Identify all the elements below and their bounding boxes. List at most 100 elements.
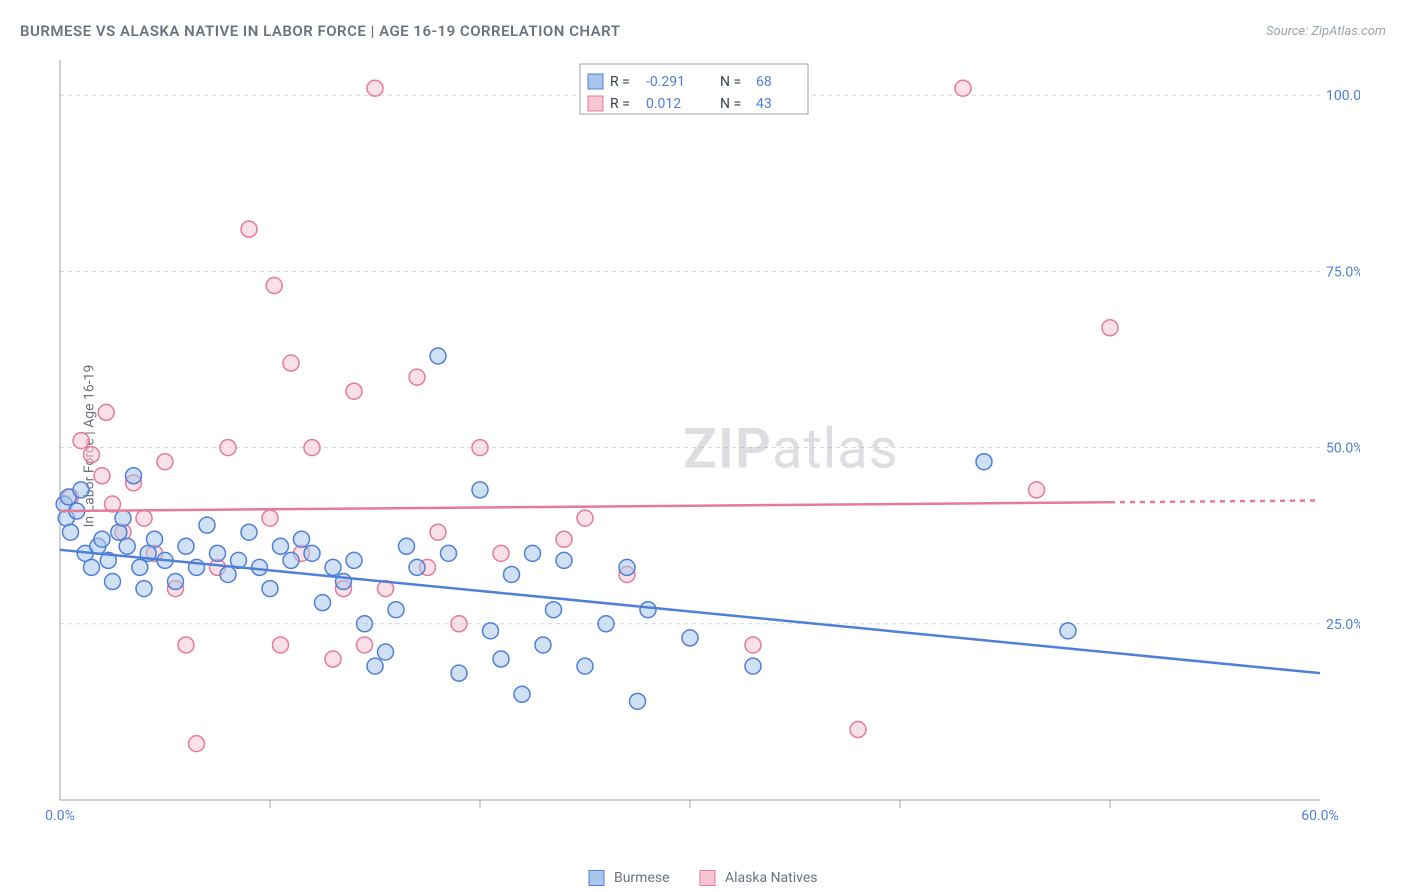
point-burmese (976, 454, 992, 470)
point-burmese (73, 482, 89, 498)
point-burmese (745, 658, 761, 674)
legend-n-label: N = (720, 74, 741, 90)
point-alaska (266, 278, 282, 294)
point-burmese (147, 531, 163, 547)
point-burmese (409, 559, 425, 575)
point-burmese (441, 545, 457, 561)
point-burmese (210, 545, 226, 561)
point-burmese (546, 602, 562, 618)
chart-source: Source: ZipAtlas.com (1266, 24, 1386, 39)
point-burmese (640, 602, 656, 618)
point-alaska (220, 440, 236, 456)
point-burmese (136, 581, 152, 597)
point-alaska (304, 440, 320, 456)
point-burmese (367, 658, 383, 674)
legend-r-value: 0.012 (646, 96, 681, 112)
point-burmese (304, 545, 320, 561)
point-burmese (220, 566, 236, 582)
point-burmese (556, 552, 572, 568)
point-burmese (525, 545, 541, 561)
legend-item-burmese: Burmese (588, 870, 669, 886)
point-alaska (283, 355, 299, 371)
legend-label-alaska: Alaska Natives (725, 870, 818, 886)
trend-burmese (60, 550, 1320, 673)
point-burmese (346, 552, 362, 568)
point-alaska (262, 510, 278, 526)
point-burmese (126, 468, 142, 484)
point-burmese (132, 559, 148, 575)
point-burmese (273, 538, 289, 554)
point-alaska (325, 651, 341, 667)
legend-swatch (588, 96, 603, 111)
point-alaska (1102, 320, 1118, 336)
legend-swatch-alaska (700, 870, 716, 886)
legend-n-label: N = (720, 96, 741, 112)
point-burmese (598, 616, 614, 632)
chart-title: BURMESE VS ALASKA NATIVE IN LABOR FORCE … (20, 22, 620, 40)
point-burmese (294, 531, 310, 547)
point-burmese (483, 623, 499, 639)
point-burmese (94, 531, 110, 547)
point-alaska (1029, 482, 1045, 498)
y-tick-label: 25.0% (1326, 617, 1360, 633)
point-alaska (189, 736, 205, 752)
point-burmese (1060, 623, 1076, 639)
watermark: ZIPatlas (683, 416, 899, 482)
point-burmese (325, 559, 341, 575)
point-burmese (119, 538, 135, 554)
point-burmese (105, 574, 121, 590)
point-alaska (94, 468, 110, 484)
point-alaska (157, 454, 173, 470)
point-alaska (84, 447, 100, 463)
point-burmese (577, 658, 593, 674)
point-burmese (493, 651, 509, 667)
scatter-chart: 25.0%50.0%75.0%100.0%0.0%60.0%ZIPatlasR … (40, 60, 1360, 820)
point-burmese (399, 538, 415, 554)
trend-alaska-dashed (1110, 500, 1320, 502)
point-alaska (556, 531, 572, 547)
x-tick-label-start: 0.0% (45, 808, 75, 820)
point-alaska (178, 637, 194, 653)
point-burmese (199, 517, 215, 533)
point-burmese (535, 637, 551, 653)
point-alaska (850, 722, 866, 738)
point-burmese (283, 552, 299, 568)
point-burmese (262, 581, 278, 597)
point-alaska (241, 221, 257, 237)
point-burmese (84, 559, 100, 575)
point-burmese (682, 630, 698, 646)
point-burmese (514, 686, 530, 702)
point-burmese (504, 566, 520, 582)
point-alaska (409, 369, 425, 385)
point-alaska (493, 545, 509, 561)
legend-n-value: 43 (756, 96, 772, 112)
point-burmese (472, 482, 488, 498)
point-burmese (357, 616, 373, 632)
scatter-svg: 25.0%50.0%75.0%100.0%0.0%60.0%ZIPatlasR … (40, 60, 1360, 820)
point-burmese (241, 524, 257, 540)
legend-r-label: R = (610, 74, 630, 90)
point-burmese (378, 644, 394, 660)
point-burmese (252, 559, 268, 575)
point-alaska (136, 510, 152, 526)
y-tick-label: 50.0% (1326, 441, 1360, 457)
point-alaska (955, 80, 971, 96)
legend-item-alaska: Alaska Natives (700, 870, 818, 886)
chart-header: BURMESE VS ALASKA NATIVE IN LABOR FORCE … (0, 0, 1406, 48)
point-burmese (388, 602, 404, 618)
legend-swatch-burmese (588, 870, 604, 886)
point-burmese (619, 559, 635, 575)
bottom-legend: Burmese Alaska Natives (588, 870, 817, 886)
point-burmese (630, 693, 646, 709)
point-alaska (367, 80, 383, 96)
y-tick-label: 100.0% (1326, 88, 1360, 104)
point-burmese (430, 348, 446, 364)
point-burmese (115, 510, 131, 526)
point-burmese (451, 665, 467, 681)
point-alaska (98, 404, 114, 420)
legend-n-value: 68 (756, 74, 772, 90)
point-alaska (273, 637, 289, 653)
y-tick-label: 75.0% (1326, 264, 1360, 280)
legend-r-label: R = (610, 96, 630, 112)
point-alaska (451, 616, 467, 632)
